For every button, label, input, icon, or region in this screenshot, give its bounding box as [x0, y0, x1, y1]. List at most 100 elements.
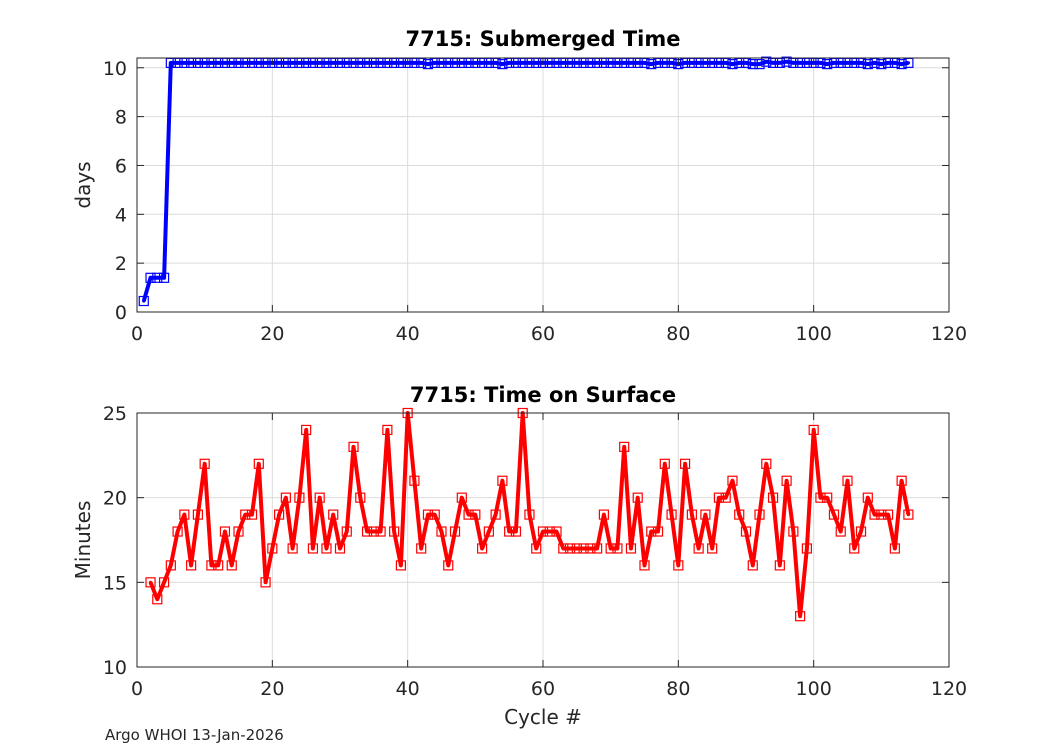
- data-point-marker: [307, 543, 319, 554]
- data-point-marker: [192, 509, 203, 520]
- data-point-marker: [463, 509, 474, 520]
- data-point-marker: [774, 560, 785, 571]
- data-point: [602, 513, 606, 517]
- data-point-marker: [321, 543, 332, 554]
- data-point-marker: [727, 59, 738, 70]
- data-point: [257, 61, 261, 65]
- data-point: [426, 513, 430, 517]
- data-point-marker: [477, 543, 488, 554]
- data-point: [724, 61, 728, 65]
- data-point: [439, 529, 444, 534]
- data-point: [182, 513, 186, 517]
- data-point: [757, 62, 762, 66]
- data-point: [785, 479, 789, 483]
- data-point: [845, 61, 850, 65]
- x-tick-label: 120: [931, 678, 967, 700]
- y-tick-label: 2: [115, 253, 127, 275]
- data-point: [514, 529, 518, 534]
- data-point: [250, 513, 254, 517]
- data-point-marker: [707, 543, 718, 554]
- data-point-marker: [334, 543, 346, 554]
- data-point: [297, 61, 301, 65]
- data-point: [744, 529, 748, 534]
- data-point: [541, 529, 545, 534]
- data-point-marker: [233, 526, 244, 537]
- data-point-marker: [781, 56, 792, 67]
- data-point-marker: [700, 509, 711, 520]
- data-point: [785, 60, 789, 64]
- data-point: [311, 61, 315, 65]
- data-point: [568, 61, 572, 65]
- data-point-marker: [693, 543, 704, 554]
- data-point-marker: [409, 475, 420, 486]
- data-point-marker: [510, 526, 522, 537]
- data-point-marker: [842, 475, 853, 486]
- data-point: [446, 61, 450, 65]
- data-point-marker: [822, 59, 833, 70]
- data-point: [879, 513, 883, 517]
- data-point-marker: [869, 509, 880, 520]
- data-point: [223, 529, 227, 534]
- data-point-marker: [301, 424, 312, 436]
- data-point-marker: [822, 492, 833, 503]
- data-point: [243, 513, 247, 517]
- data-point-marker: [578, 543, 589, 554]
- data-point: [494, 61, 498, 65]
- data-point: [270, 546, 274, 551]
- data-point-marker: [138, 295, 149, 307]
- data-point: [257, 462, 261, 466]
- data-point: [385, 61, 389, 65]
- data-point-marker: [219, 526, 231, 537]
- data-point-marker: [260, 577, 271, 588]
- data-point: [263, 61, 268, 65]
- data-point: [798, 61, 802, 65]
- data-point-marker: [294, 492, 305, 503]
- data-point: [318, 61, 322, 65]
- data-point: [893, 61, 897, 65]
- data-point: [236, 529, 241, 534]
- data-point: [365, 61, 369, 65]
- data-point: [622, 61, 626, 65]
- data-point-marker: [835, 526, 846, 537]
- data-point-marker: [443, 560, 454, 571]
- data-point: [676, 563, 680, 568]
- data-point: [872, 61, 877, 65]
- data-point-marker: [524, 509, 535, 520]
- data-point: [399, 61, 403, 65]
- data-point-marker: [422, 509, 434, 520]
- data-point: [365, 529, 369, 534]
- data-point-marker: [639, 560, 650, 571]
- data-point-marker: [713, 492, 725, 503]
- data-point-marker: [348, 441, 359, 452]
- y-axis-label: days: [71, 161, 95, 208]
- data-point: [176, 529, 180, 534]
- ticks: 0 20 40 60 80 100 120 10 15 20 25: [103, 403, 967, 700]
- data-point: [162, 580, 166, 584]
- data-point-marker: [605, 543, 616, 554]
- data-point: [764, 462, 768, 466]
- data-point: [358, 496, 362, 500]
- data-point: [636, 496, 640, 500]
- data-point: [798, 614, 802, 618]
- data-point: [487, 61, 491, 65]
- data-point: [812, 428, 816, 432]
- data-point: [730, 62, 735, 66]
- data-point: [399, 563, 403, 568]
- data-point-marker: [788, 526, 799, 537]
- data-point: [697, 61, 701, 65]
- data-point: [900, 62, 904, 66]
- data-point: [460, 496, 464, 500]
- data-point: [169, 563, 173, 568]
- data-point: [588, 546, 592, 551]
- y-tick-label: 10: [103, 58, 127, 80]
- data-point-marker: [815, 492, 826, 503]
- data-point: [534, 546, 538, 551]
- data-point: [818, 61, 823, 65]
- data-point: [216, 61, 220, 65]
- data-point-marker: [903, 509, 914, 520]
- data-point-marker: [558, 543, 569, 554]
- x-tick-label: 0: [131, 323, 143, 345]
- data-point: [189, 61, 193, 65]
- data-point: [473, 513, 477, 517]
- data-point-marker: [740, 526, 752, 537]
